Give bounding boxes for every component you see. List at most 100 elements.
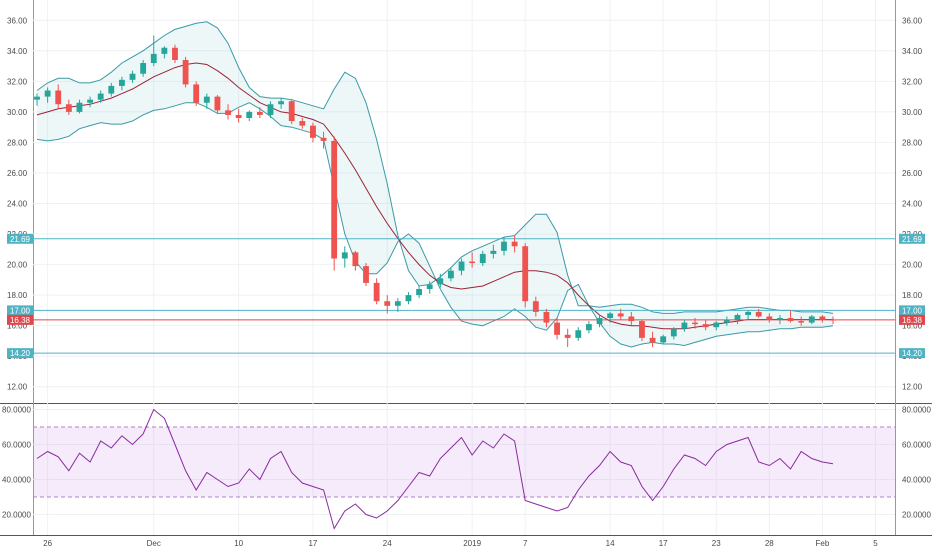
- candle-body: [118, 79, 125, 86]
- price-tick-label-right: 34.00: [902, 47, 923, 56]
- candle-body: [681, 322, 688, 329]
- candle-body: [458, 261, 465, 271]
- rsi-tick-label-left: 20.0000: [2, 511, 31, 520]
- candle-body: [299, 121, 306, 126]
- price-level-label-right: 14.20: [902, 349, 923, 358]
- price-tick-label-right: 16.00: [902, 322, 923, 331]
- price-tick-label-left: 30.00: [7, 108, 28, 117]
- candle-body: [150, 53, 157, 64]
- price-tick-label-right: 28.00: [902, 138, 923, 147]
- price-level-label-left: 16.38: [10, 316, 31, 325]
- candle-body: [193, 84, 200, 103]
- candle-body: [819, 316, 826, 320]
- candle-body: [575, 330, 582, 338]
- candle-body: [267, 104, 274, 115]
- candle-body: [352, 252, 359, 267]
- bollinger-upper-line: [36, 21, 834, 314]
- price-tick-label-left: 36.00: [7, 16, 28, 25]
- rsi-tick-label-left: 80.0000: [2, 406, 31, 415]
- candle-body: [766, 316, 773, 320]
- candle-body: [256, 111, 263, 115]
- candle-body: [55, 90, 62, 105]
- candle-body: [501, 241, 507, 251]
- candle-body: [607, 313, 614, 319]
- candle-body: [288, 101, 295, 122]
- price-level-badge-left: [7, 348, 33, 359]
- time-tick-label: 17: [659, 539, 668, 548]
- rsi-tick-label-right: 80.0000: [902, 406, 931, 415]
- price-tick-label-left: 32.00: [7, 77, 28, 86]
- time-tick-label: 7: [523, 539, 528, 548]
- price-level-badge-left: [7, 305, 33, 316]
- candle-body: [76, 102, 83, 112]
- price-tick-label-left: 20.00: [7, 261, 28, 270]
- candle-body: [341, 252, 348, 259]
- candle-body: [182, 59, 189, 85]
- candle-body: [172, 47, 178, 60]
- candle-body: [554, 322, 560, 335]
- candle-body: [830, 319, 836, 321]
- time-tick-label: Dec: [147, 539, 161, 548]
- candle-body: [692, 322, 698, 325]
- time-tick-label: Feb: [815, 539, 829, 548]
- candle-body: [628, 316, 635, 322]
- bollinger-lower-line: [36, 102, 834, 348]
- candle-body: [522, 246, 529, 302]
- rsi-pane[interactable]: [33, 408, 895, 530]
- rsi-band-fill: [33, 427, 895, 497]
- candle-body: [585, 324, 592, 331]
- candle-body: [702, 324, 709, 328]
- candle-body: [511, 241, 518, 247]
- time-tick-label: 14: [606, 539, 615, 548]
- price-level-badge-right: [899, 314, 925, 325]
- price-tick-label-right: 26.00: [902, 169, 923, 178]
- candle-body: [437, 278, 444, 285]
- time-tick-label: 2019: [463, 539, 481, 548]
- price-tick-label-right: 30.00: [902, 108, 923, 117]
- rsi-tick-label-left: 60.0000: [2, 441, 31, 450]
- price-tick-label-right: 24.00: [902, 200, 923, 209]
- price-level-badge-left: [7, 314, 33, 325]
- price-tick-label-left: 24.00: [7, 200, 28, 209]
- candle-body: [745, 311, 752, 315]
- candle-body: [320, 137, 327, 141]
- price-level-label-right: 16.38: [902, 316, 923, 325]
- rsi-tick-label-left: 40.0000: [2, 476, 31, 485]
- candle-body: [235, 114, 242, 118]
- candle-body: [426, 284, 433, 290]
- time-tick-label: 17: [308, 539, 317, 548]
- candle-body: [225, 110, 231, 115]
- candle-body: [670, 328, 677, 337]
- rsi-tick-label-right: 40.0000: [902, 476, 931, 485]
- candle-body: [214, 96, 221, 111]
- candle-body: [639, 321, 645, 338]
- price-level-badge-right: [899, 233, 925, 244]
- candle-body: [108, 85, 115, 94]
- bollinger-basis-line: [36, 62, 833, 330]
- candle-body: [649, 337, 656, 343]
- candle-body: [203, 96, 210, 103]
- price-tick-label-right: 32.00: [902, 77, 923, 86]
- time-tick-label: 5: [873, 539, 878, 548]
- candle-body: [734, 314, 741, 320]
- price-pane[interactable]: [33, 21, 895, 354]
- candle-body: [479, 253, 486, 264]
- price-tick-label-left: 28.00: [7, 138, 28, 147]
- candle-body: [310, 125, 316, 138]
- price-tick-label-right: 36.00: [902, 16, 923, 25]
- grid: [0, 0, 932, 536]
- candle-body: [161, 47, 168, 54]
- candle-body: [490, 250, 497, 254]
- time-tick-label: 26: [43, 539, 52, 548]
- price-tick-label-left: 12.00: [7, 383, 28, 392]
- candle-body: [44, 90, 51, 97]
- candle-body: [808, 316, 815, 323]
- rsi-line: [36, 408, 834, 530]
- price-tick-label-left: 16.00: [7, 322, 28, 331]
- candle-body: [405, 295, 412, 302]
- axes: 12.0012.0014.0014.0016.0016.0018.0018.00…: [2, 16, 931, 548]
- bollinger-band-fill: [37, 21, 833, 348]
- candle-body: [713, 322, 720, 328]
- rsi-tick-label-right: 60.0000: [902, 441, 931, 450]
- candle-body: [97, 93, 104, 100]
